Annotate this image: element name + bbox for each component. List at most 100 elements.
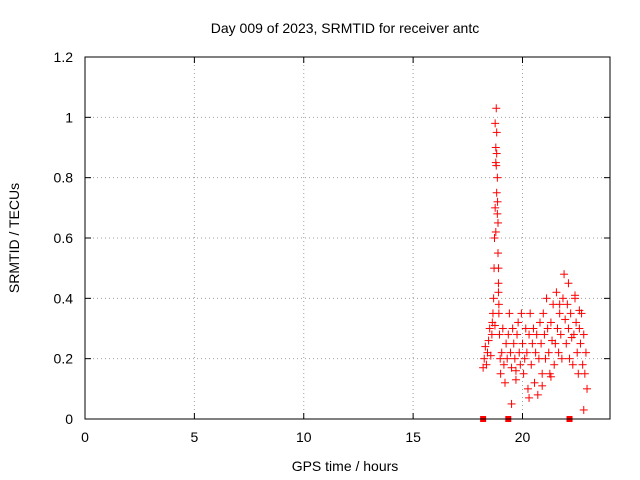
data-point <box>510 354 519 363</box>
data-point <box>539 309 548 318</box>
y-tick-label: 0 <box>65 411 73 427</box>
data-point <box>492 128 501 137</box>
data-point <box>575 306 584 315</box>
data-point <box>575 324 584 333</box>
x-tick-label: 0 <box>81 429 89 445</box>
data-point <box>562 339 571 348</box>
data-point <box>492 149 501 158</box>
data-point <box>516 360 525 369</box>
data-point <box>482 360 491 369</box>
data-point <box>546 318 555 327</box>
y-tick-label: 0.4 <box>54 290 74 306</box>
data-point <box>542 294 551 303</box>
data-point <box>522 348 531 357</box>
data-point <box>515 348 524 357</box>
data-point <box>565 354 574 363</box>
data-point <box>491 119 500 128</box>
data-point <box>496 369 505 378</box>
data-point <box>494 309 503 318</box>
chart-title: Day 009 of 2023, SRMTID for receiver ant… <box>211 20 479 36</box>
data-point <box>513 330 522 339</box>
data-point <box>557 354 566 363</box>
data-point <box>496 354 505 363</box>
data-point <box>494 288 503 297</box>
y-tick-label: 0.8 <box>54 170 74 186</box>
data-point <box>485 324 494 333</box>
data-point <box>487 330 496 339</box>
data-point <box>523 384 532 393</box>
data-point <box>563 300 572 309</box>
data-point <box>555 300 564 309</box>
data-point <box>520 354 529 363</box>
data-point <box>506 348 515 357</box>
data-point <box>517 309 526 318</box>
data-point <box>503 354 512 363</box>
data-point <box>560 270 569 279</box>
data-point <box>497 348 506 357</box>
data-point <box>527 360 536 369</box>
data-point <box>507 399 516 408</box>
data-point <box>541 354 550 363</box>
data-point <box>509 339 518 348</box>
data-point <box>532 330 541 339</box>
data-point <box>566 309 575 318</box>
data-point <box>578 360 587 369</box>
data-point <box>553 324 562 333</box>
data-point <box>492 104 501 113</box>
data-point <box>521 324 530 333</box>
data-point <box>493 173 502 182</box>
data-point <box>493 197 502 206</box>
data-point <box>580 369 589 378</box>
data-point <box>493 209 502 218</box>
y-axis-title: SRMTID / TECUs <box>6 183 22 293</box>
x-tick-label: 20 <box>515 429 531 445</box>
x-tick-label: 10 <box>296 429 312 445</box>
data-point <box>494 264 503 273</box>
data-point <box>518 339 527 348</box>
data-point <box>544 348 553 357</box>
data-point <box>525 393 534 402</box>
data-point <box>537 339 546 348</box>
x-axis-title: GPS time / hours <box>292 458 399 474</box>
data-point <box>505 309 514 318</box>
data-point <box>494 249 502 258</box>
data-point <box>490 321 499 330</box>
data-point <box>579 330 588 339</box>
data-point <box>551 339 560 348</box>
data-point <box>543 324 552 333</box>
data-point <box>540 330 549 339</box>
data-point <box>507 363 516 372</box>
data-point <box>495 330 504 339</box>
data-point <box>564 324 573 333</box>
data-point <box>568 360 577 369</box>
data-point <box>511 366 520 375</box>
ticks: 0 5 10 15 20 0 0.2 0.4 0.6 0.8 1 1.2 <box>54 49 610 445</box>
data-point <box>486 351 495 360</box>
data-point <box>530 378 539 387</box>
data-point <box>550 360 559 369</box>
data-point <box>508 324 517 333</box>
data-point <box>491 143 500 152</box>
data-point <box>555 309 564 318</box>
data-point <box>484 336 493 345</box>
data-point <box>491 227 500 236</box>
grid <box>85 57 610 419</box>
data-point <box>576 339 585 348</box>
data-point <box>501 378 509 387</box>
data-point <box>536 318 544 327</box>
data-points <box>479 104 592 422</box>
data-point <box>514 318 523 327</box>
data-point <box>525 330 534 339</box>
data-point <box>571 291 579 300</box>
data-point <box>538 381 547 390</box>
data-point <box>572 318 581 327</box>
data-point <box>561 315 570 324</box>
data-point <box>499 360 508 369</box>
data-point <box>529 324 538 333</box>
data-point <box>564 279 573 288</box>
data-point <box>583 384 592 393</box>
x-tick-label: 5 <box>190 429 198 445</box>
x-tick-label: 15 <box>405 429 421 445</box>
data-point <box>558 294 567 303</box>
